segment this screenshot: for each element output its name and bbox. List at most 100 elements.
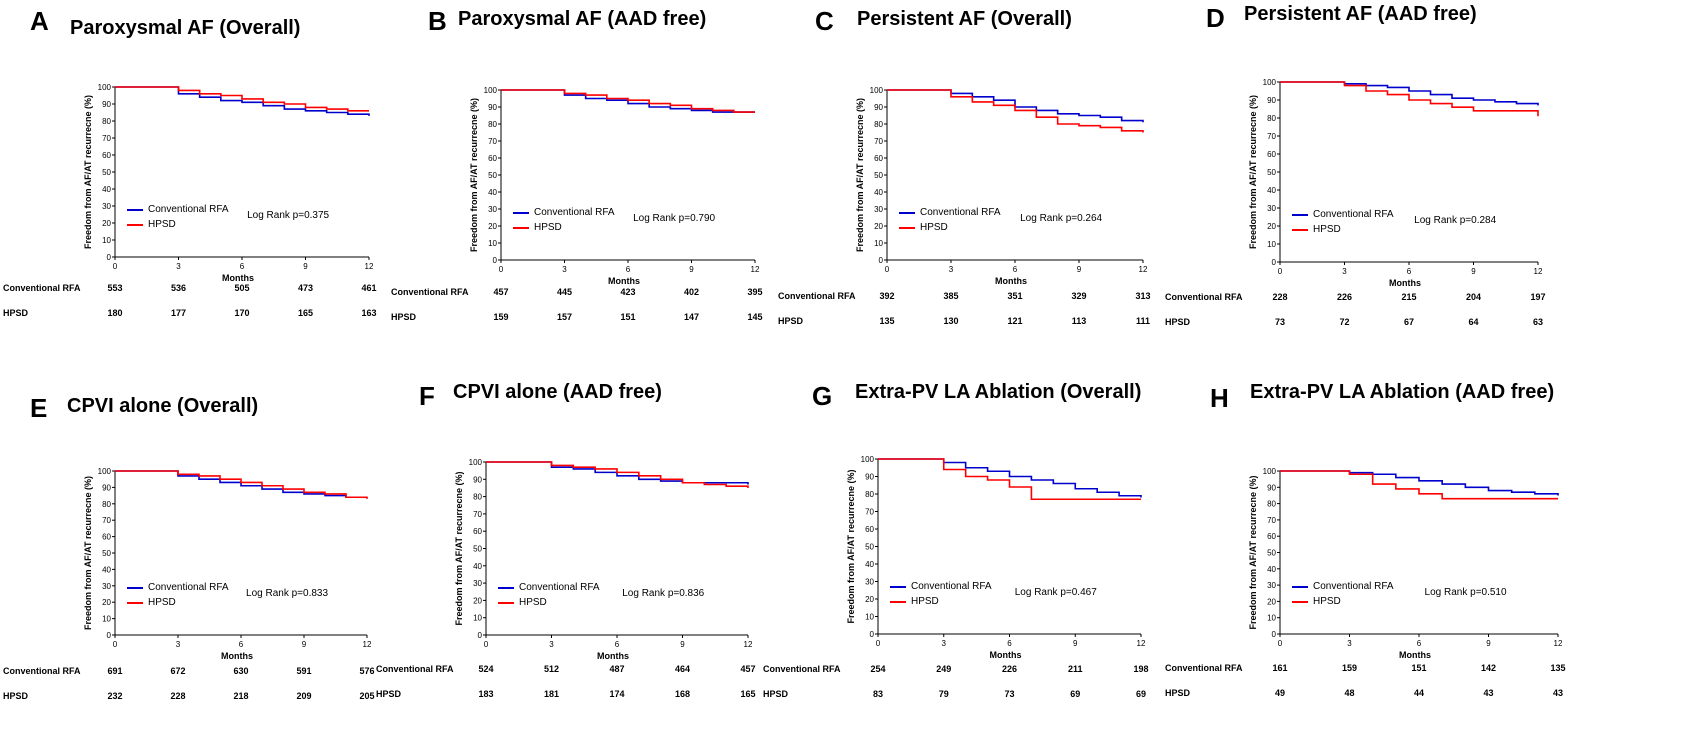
risk-count-conventional-rfa: 461 bbox=[361, 283, 377, 293]
legend-item-conventional-rfa: Conventional RFA bbox=[513, 205, 615, 220]
y-tick-label: 70 bbox=[1267, 516, 1276, 525]
y-tick-label: 70 bbox=[865, 508, 874, 517]
x-tick-label: 12 bbox=[1554, 639, 1563, 648]
risk-count-conventional-rfa: 226 bbox=[1336, 292, 1353, 302]
risk-count-hpsd: 72 bbox=[1339, 317, 1350, 327]
y-tick-label: 30 bbox=[102, 582, 111, 591]
y-tick-label: 10 bbox=[1267, 614, 1276, 623]
y-tick-label: 0 bbox=[870, 630, 875, 639]
y-tick-label: 80 bbox=[1267, 114, 1276, 123]
legend-item-conventional-rfa: Conventional RFA bbox=[1292, 579, 1394, 594]
risk-count-hpsd: 183 bbox=[478, 689, 494, 699]
legend-swatch bbox=[899, 226, 915, 229]
y-tick-label: 10 bbox=[865, 613, 874, 622]
risk-count-conventional-rfa: 142 bbox=[1480, 663, 1497, 673]
risk-count-hpsd: 121 bbox=[1007, 316, 1023, 326]
risk-count-conventional-rfa: 630 bbox=[233, 666, 249, 676]
risk-count-conventional-rfa: 395 bbox=[747, 287, 763, 297]
legend-item-conventional-rfa: Conventional RFA bbox=[1292, 207, 1394, 222]
x-tick-label: 9 bbox=[689, 265, 694, 274]
chart-panel-e: E CPVI alone (Overall) Freedom from AF/AT … bbox=[0, 375, 395, 749]
risk-count-conventional-rfa: 204 bbox=[1465, 292, 1482, 302]
risk-table-label-conventional-rfa: Conventional RFA bbox=[391, 287, 469, 297]
risk-count-conventional-rfa: 457 bbox=[740, 664, 756, 674]
legend-swatch bbox=[127, 601, 143, 604]
risk-count-hpsd: 174 bbox=[609, 689, 625, 699]
x-axis-label: Months bbox=[989, 650, 1022, 660]
y-tick-label: 100 bbox=[98, 467, 112, 476]
risk-count-conventional-rfa: 457 bbox=[493, 287, 509, 297]
series-hpsd bbox=[501, 89, 755, 113]
risk-count-hpsd: 67 bbox=[1403, 317, 1415, 327]
x-tick-label: 9 bbox=[680, 640, 685, 649]
series-conventional-rfa bbox=[486, 461, 749, 485]
legend-item-conventional-rfa: Conventional RFA bbox=[498, 580, 600, 595]
y-tick-label: 90 bbox=[865, 473, 874, 482]
log-rank-p-value: Log Rank p=0.264 bbox=[1020, 213, 1103, 224]
y-tick-label: 20 bbox=[1267, 597, 1276, 606]
y-tick-label: 10 bbox=[874, 239, 883, 248]
log-rank-p-value: Log Rank p=0.467 bbox=[1014, 587, 1097, 598]
risk-count-hpsd: 83 bbox=[872, 689, 884, 699]
x-tick-label: 12 bbox=[1137, 639, 1146, 648]
y-tick-label: 90 bbox=[473, 475, 482, 484]
panel-letter: E bbox=[30, 393, 48, 423]
x-tick-label: 3 bbox=[176, 262, 181, 271]
log-rank-p-value: Log Rank p=0.375 bbox=[247, 210, 330, 221]
legend-swatch bbox=[899, 211, 915, 214]
y-tick-label: 60 bbox=[488, 154, 497, 163]
risk-table-label-conventional-rfa: Conventional RFA bbox=[3, 283, 81, 293]
risk-table-label-conventional-rfa: Conventional RFA bbox=[1165, 663, 1243, 673]
legend: Conventional RFA HPSD bbox=[1292, 579, 1394, 609]
risk-count-conventional-rfa: 135 bbox=[1550, 663, 1566, 673]
y-tick-label: 50 bbox=[874, 171, 883, 180]
y-tick-label: 30 bbox=[874, 205, 883, 214]
y-tick-label: 60 bbox=[1267, 150, 1276, 159]
x-tick-label: 9 bbox=[1073, 639, 1078, 648]
legend-label: Conventional RFA bbox=[1313, 209, 1394, 220]
x-tick-label: 6 bbox=[1417, 639, 1422, 648]
legend-swatch bbox=[498, 586, 514, 589]
risk-count-hpsd: 177 bbox=[170, 308, 187, 318]
y-tick-label: 80 bbox=[473, 493, 482, 502]
y-tick-label: 0 bbox=[107, 253, 112, 262]
risk-count-conventional-rfa: 553 bbox=[107, 283, 123, 293]
risk-count-hpsd: 209 bbox=[296, 691, 312, 701]
y-tick-label: 20 bbox=[473, 596, 482, 605]
risk-count-conventional-rfa: 672 bbox=[170, 666, 186, 676]
legend-item-hpsd: HPSD bbox=[127, 595, 229, 610]
y-tick-label: 80 bbox=[1267, 500, 1276, 509]
risk-count-conventional-rfa: 313 bbox=[1135, 291, 1151, 301]
chart-title: CPVI alone (AAD free) bbox=[453, 381, 662, 403]
risk-count-hpsd: 145 bbox=[747, 312, 763, 322]
legend-item-hpsd: HPSD bbox=[498, 595, 600, 610]
legend: Conventional RFA HPSD bbox=[127, 202, 229, 232]
x-tick-label: 0 bbox=[876, 639, 881, 648]
y-tick-label: 40 bbox=[874, 188, 883, 197]
y-tick-label: 50 bbox=[473, 545, 482, 554]
risk-count-conventional-rfa: 423 bbox=[620, 287, 636, 297]
legend-swatch bbox=[1292, 600, 1308, 603]
y-tick-label: 100 bbox=[469, 458, 483, 467]
risk-count-hpsd: 130 bbox=[943, 316, 959, 326]
y-tick-label: 90 bbox=[874, 103, 883, 112]
risk-table-label-hpsd: HPSD bbox=[1165, 688, 1191, 698]
y-tick-label: 30 bbox=[473, 579, 482, 588]
y-tick-label: 20 bbox=[865, 595, 874, 604]
panel-letter: A bbox=[30, 6, 49, 36]
y-tick-label: 80 bbox=[102, 500, 111, 509]
y-tick-label: 90 bbox=[488, 103, 497, 112]
risk-table-label-hpsd: HPSD bbox=[778, 316, 804, 326]
log-rank-p-value: Log Rank p=0.510 bbox=[1424, 587, 1507, 598]
log-rank-p-value: Log Rank p=0.790 bbox=[633, 213, 716, 224]
y-axis-label: Freedom from AF/AT recurrecne (%) bbox=[855, 97, 865, 253]
risk-count-conventional-rfa: 512 bbox=[543, 664, 560, 674]
x-axis-label: Months bbox=[221, 651, 253, 661]
panel-letter: D bbox=[1206, 3, 1225, 33]
risk-count-hpsd: 69 bbox=[1070, 689, 1081, 699]
y-tick-label: 70 bbox=[488, 137, 497, 146]
x-tick-label: 0 bbox=[885, 265, 890, 274]
risk-count-conventional-rfa: 445 bbox=[556, 287, 573, 297]
risk-count-hpsd: 111 bbox=[1135, 316, 1151, 326]
risk-count-conventional-rfa: 536 bbox=[170, 283, 187, 293]
